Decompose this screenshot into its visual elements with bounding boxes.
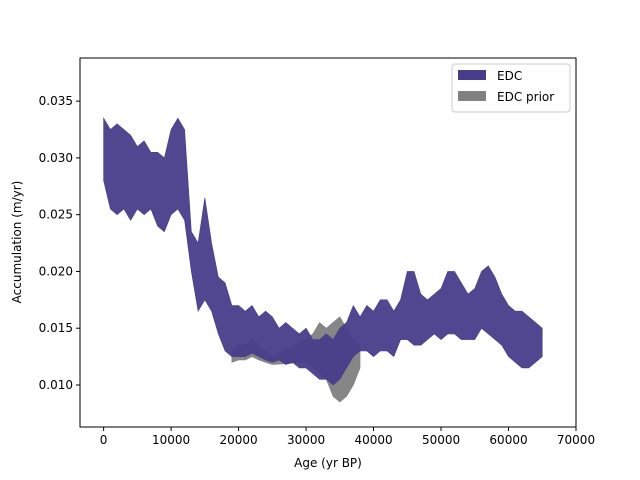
y-tick-label: 0.035 (39, 94, 73, 108)
legend-swatch-edc-prior (458, 91, 486, 101)
y-tick-label: 0.015 (39, 321, 73, 335)
x-tick-label: 20000 (219, 433, 257, 447)
y-tick-label: 0.025 (39, 208, 73, 222)
legend: EDC EDC prior (451, 63, 571, 113)
x-tick-label: 50000 (422, 433, 460, 447)
legend-label-edc: EDC (497, 69, 522, 83)
legend-swatch-edc (458, 70, 486, 80)
x-axis: 0 10000 20000 30000 40000 50000 60000 70000 (100, 427, 595, 447)
x-tick-label: 10000 (152, 433, 190, 447)
legend-label-edc-prior: EDC prior (497, 90, 554, 104)
y-axis-label: Accumulation (m/yr) (10, 181, 24, 304)
y-tick-label: 0.030 (39, 151, 73, 165)
x-tick-label: 40000 (354, 433, 392, 447)
x-tick-label: 60000 (489, 433, 527, 447)
plot-frame (79, 57, 577, 428)
x-axis-label: Age (yr BP) (294, 456, 362, 470)
x-tick-label: 0 (100, 433, 108, 447)
series-band-edc (103, 117, 543, 386)
y-tick-label: 0.020 (39, 264, 73, 278)
series-layer (103, 117, 543, 403)
y-axis: 0.010 0.015 0.020 0.025 0.030 0.035 (39, 94, 80, 392)
x-tick-label: 30000 (287, 433, 325, 447)
y-tick-label: 0.010 (39, 378, 73, 392)
x-tick-label: 70000 (557, 433, 595, 447)
